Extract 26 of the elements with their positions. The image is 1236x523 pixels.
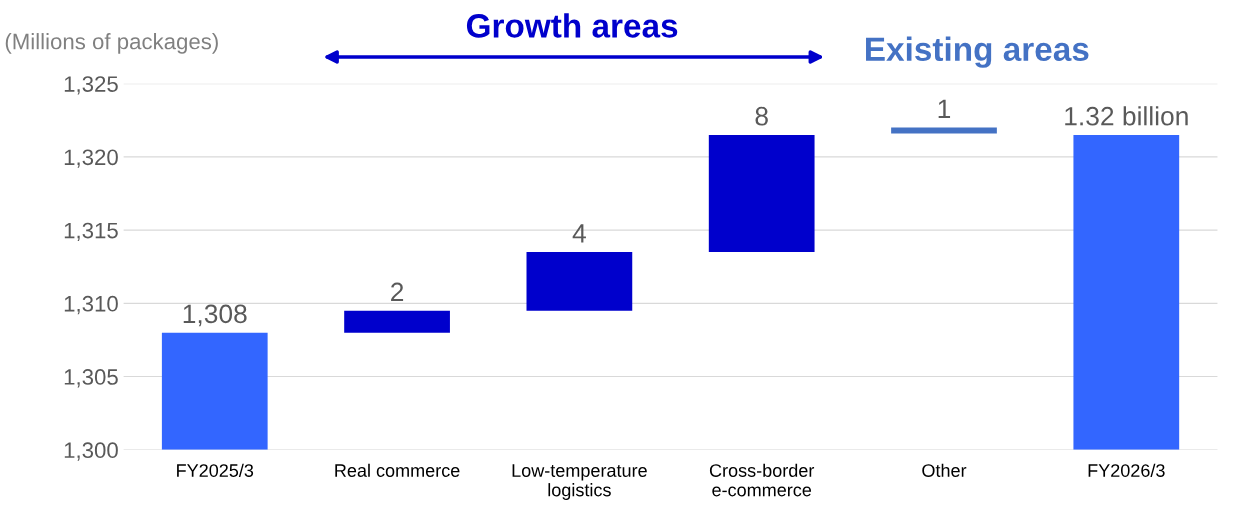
y-tick-label: 1,305 [64, 369, 118, 388]
x-tick-label: Real commerce [335, 463, 460, 477]
x-tick-label: Cross-border e-commerce [709, 463, 815, 497]
annotation: 1.32 billion [1065, 106, 1188, 126]
y-axis-title: (Millions of packages) [5, 33, 218, 54]
x-tick-label: FY2025/3 [177, 463, 254, 477]
x-tick-label: Other [922, 463, 967, 477]
bar [708, 134, 815, 253]
annotation: 8 [755, 106, 768, 126]
x-tick-label: FY2026/3 [1088, 463, 1165, 477]
bar [161, 332, 268, 450]
annotation: 1 [938, 99, 951, 118]
x-tick-label: Low-temperature logistics [512, 464, 647, 500]
annotation: 1,308 [183, 304, 247, 327]
bar [344, 310, 450, 333]
text: Existing areas [866, 36, 1089, 68]
text: Growth areas [466, 13, 678, 38]
y-tick-label: 1,320 [64, 149, 118, 168]
y-tick-label: 1,300 [64, 442, 118, 461]
y-tick-label: 1,310 [64, 295, 118, 315]
bar [526, 252, 633, 311]
annotation: 2 [391, 282, 404, 302]
annotation: 4 [572, 224, 586, 243]
y-tick-label: 1,315 [64, 222, 118, 242]
bar [1073, 134, 1180, 450]
y-tick-label: 1,325 [64, 76, 118, 95]
